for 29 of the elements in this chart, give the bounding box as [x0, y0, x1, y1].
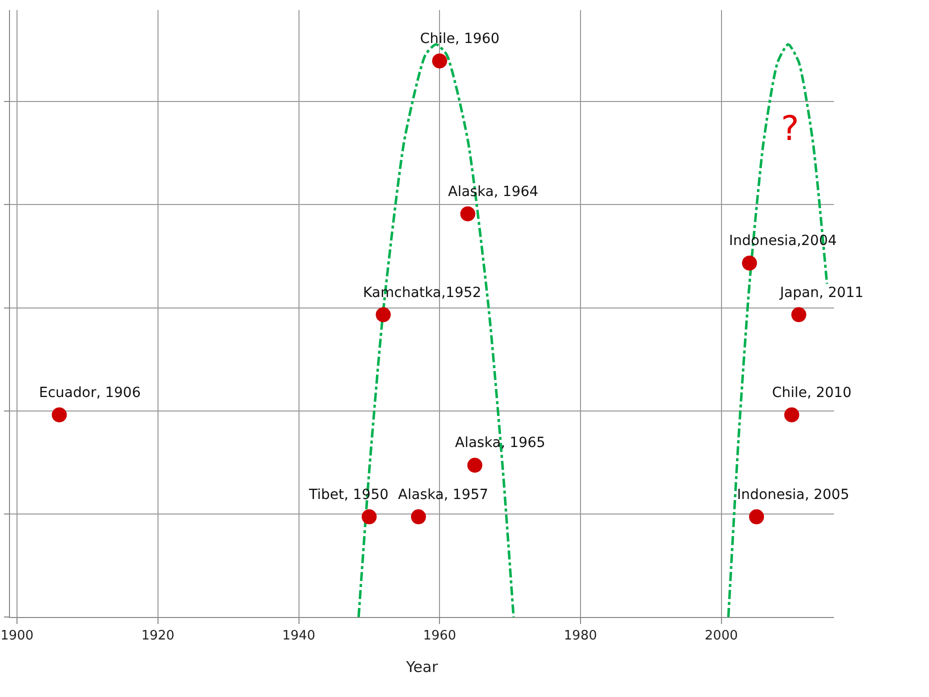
- x-axis-title: Year: [405, 658, 439, 676]
- annotation: Ecuador, 1906: [39, 385, 141, 401]
- annotation: Kamchatka,1952: [363, 285, 482, 301]
- annotation: Alaska, 1965: [455, 435, 546, 451]
- point: [52, 407, 67, 422]
- annotation: Chile, 1960: [420, 31, 500, 47]
- point: [460, 206, 476, 222]
- point: [362, 509, 377, 524]
- x-tick-label: 1900: [0, 628, 34, 644]
- x-tick-label: 1940: [282, 628, 316, 644]
- x-tick-label: 1980: [564, 628, 598, 644]
- annotation: Tibet, 1950: [308, 487, 389, 503]
- point: [432, 53, 448, 68]
- point: [376, 307, 391, 322]
- point: [410, 509, 426, 524]
- point: [749, 509, 764, 524]
- annotation: Chile, 2010: [772, 385, 852, 401]
- point: [742, 256, 757, 271]
- x-tick-label: 2000: [704, 628, 738, 644]
- x-tick-label: 1960: [423, 628, 456, 644]
- annotation: Indonesia, 2005: [737, 487, 850, 503]
- annotation: Japan, 2011: [779, 285, 864, 301]
- annotation: ?: [781, 109, 800, 149]
- x-tick-label: 1920: [141, 628, 174, 644]
- annotation: Alaska, 1964: [448, 184, 538, 200]
- point: [784, 407, 800, 422]
- point: [467, 458, 482, 473]
- annotation: Alaska, 1957: [398, 487, 488, 503]
- point: [791, 307, 806, 322]
